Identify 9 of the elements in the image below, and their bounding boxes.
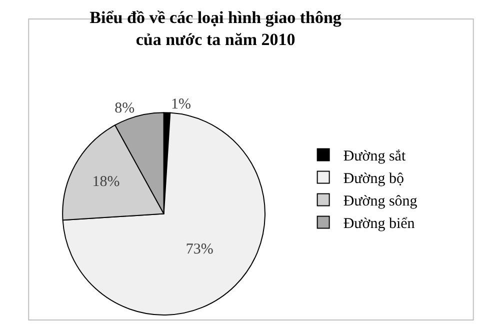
chart-title: Biểu đồ về các loại hình giao thông của nước ta năm 2010 bbox=[90, 8, 342, 49]
data-label: 8% bbox=[114, 100, 135, 116]
data-label: 18% bbox=[92, 174, 120, 190]
legend-label: Đường bộ bbox=[343, 171, 404, 188]
legend-label: Đường biển bbox=[343, 216, 416, 232]
data-label: 73% bbox=[186, 242, 214, 258]
legend-label: Đường sắt bbox=[343, 148, 406, 165]
data-label: 1% bbox=[170, 96, 191, 113]
legend-label: Đường sông bbox=[343, 194, 418, 210]
